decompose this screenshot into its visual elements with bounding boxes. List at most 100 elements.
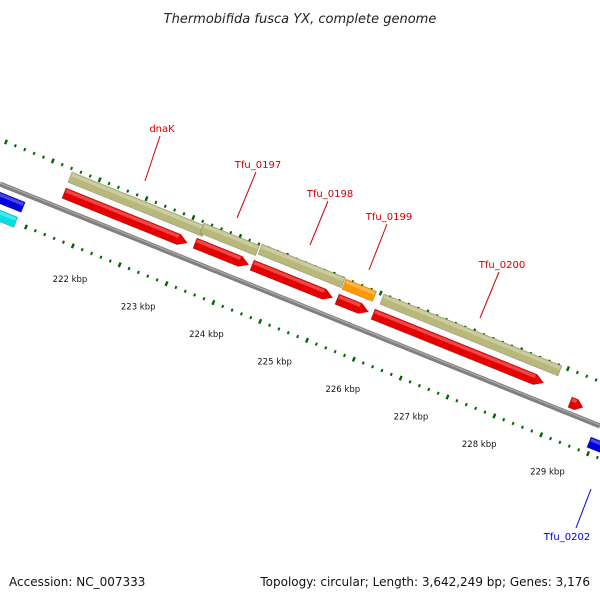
outer-tick — [60, 162, 64, 167]
inner-tick — [108, 259, 112, 263]
inner-tick — [567, 444, 571, 448]
inner-tick — [136, 270, 140, 275]
inner-tick — [239, 312, 243, 316]
outer-tick — [3, 139, 9, 145]
gene-callouts: dnaK Tfu_0197 Tfu_0198 Tfu_0199 Tfu_0200 Tfu_… — [144, 124, 592, 543]
scale-label: 229 kbp — [530, 468, 565, 478]
callout-line — [144, 135, 161, 182]
inner-tick — [314, 342, 318, 346]
feature-Tfu_0202 — [586, 436, 600, 456]
callout-line — [309, 200, 329, 246]
inner-tick — [492, 413, 497, 419]
inner-tick — [258, 318, 263, 325]
feature-left-cyan — [0, 205, 19, 228]
inner-tick — [595, 455, 599, 460]
feature-track — [0, 171, 600, 456]
inner-tick — [155, 278, 159, 282]
scale-label: 226 kbp — [325, 385, 360, 395]
inner-tick — [277, 327, 281, 331]
scale-label: 223 kbp — [121, 303, 156, 313]
inner-tick-ring — [23, 224, 599, 460]
genome-backbone-highlight — [0, 182, 600, 426]
gene-label[interactable]: Tfu_0197 — [234, 160, 281, 171]
inner-tick — [371, 365, 375, 369]
inner-tick — [117, 262, 122, 268]
gene-label[interactable]: Tfu_0200 — [478, 260, 525, 271]
outer-tick — [23, 147, 27, 152]
outer-tick — [585, 374, 589, 378]
callout-line — [479, 271, 500, 319]
outer-tick — [378, 290, 383, 296]
cds-arrow-Tfu_0199 — [334, 293, 370, 314]
outer-tick — [248, 238, 252, 242]
gene-label[interactable]: Tfu_0199 — [365, 212, 412, 223]
inner-tick — [70, 243, 75, 249]
inner-tick — [361, 361, 365, 365]
inner-tick — [585, 451, 591, 457]
cds-arrow-Tfu_0198 — [249, 259, 334, 300]
outer-tick — [219, 227, 223, 231]
outer-tick — [41, 155, 45, 159]
outer-tick — [13, 144, 17, 148]
outer-tick — [135, 193, 139, 197]
inner-tick — [483, 410, 487, 414]
gene-label[interactable]: dnaK — [149, 124, 175, 135]
outer-tick — [79, 170, 83, 174]
outer-tick — [126, 189, 130, 193]
outer-tick — [97, 177, 102, 183]
inner-tick — [455, 399, 459, 403]
inner-tick — [389, 372, 393, 377]
outer-tick — [144, 195, 149, 202]
outer-tick — [257, 242, 261, 246]
outer-tick — [107, 181, 111, 186]
inner-tick — [511, 421, 515, 426]
outer-tick — [565, 366, 571, 372]
inner-tick — [558, 440, 562, 445]
genome-backbone — [0, 181, 600, 429]
inner-tick — [408, 380, 412, 384]
gene-bar-Tfu_0197 — [199, 222, 261, 257]
outer-tick — [210, 223, 214, 227]
inner-tick — [211, 299, 216, 306]
inner-tick — [398, 375, 403, 381]
cds-arrow-dnaK — [61, 187, 188, 245]
inner-tick — [90, 251, 94, 256]
outer-tick — [594, 378, 598, 382]
scale-labels: 222 kbp 223 kbp 224 kbp 225 kbp 226 kbp 227 k… — [53, 275, 565, 478]
callout-line — [368, 223, 388, 271]
scale-label: 225 kbp — [257, 358, 292, 368]
inner-tick — [33, 229, 37, 233]
scale-label: 228 kbp — [462, 440, 497, 450]
inner-tick — [43, 232, 47, 237]
inner-tick — [342, 353, 346, 358]
inner-tick — [520, 425, 524, 429]
inner-tick — [417, 383, 421, 388]
cds-arrow-Tfu_0201 — [567, 396, 584, 411]
outer-tick — [575, 370, 579, 375]
scale-label: 227 kbp — [394, 413, 429, 423]
feature-Tfu_0199 — [341, 278, 377, 302]
outer-tick — [116, 185, 120, 190]
inner-tick — [286, 331, 290, 335]
gene-label[interactable]: Tfu_0198 — [306, 189, 353, 200]
inner-tick — [202, 297, 206, 301]
inner-tick — [174, 285, 178, 290]
outer-tick — [70, 166, 74, 171]
inner-tick — [436, 391, 440, 395]
callout-line — [236, 171, 257, 219]
outer-tick — [173, 208, 177, 212]
inner-tick — [380, 368, 384, 373]
outer-tick — [32, 151, 36, 156]
inner-tick — [193, 293, 197, 297]
inner-tick — [52, 236, 56, 241]
inner-tick — [61, 240, 65, 244]
outer-tick — [163, 204, 167, 208]
inner-tick — [333, 349, 337, 354]
inner-tick — [445, 394, 450, 400]
feature-left-blue — [0, 187, 26, 213]
gene-bar-Tfu_0198 — [257, 243, 346, 289]
inner-tick — [164, 280, 169, 287]
gene-label[interactable]: Tfu_0202 — [543, 532, 590, 543]
inner-tick — [502, 417, 506, 422]
